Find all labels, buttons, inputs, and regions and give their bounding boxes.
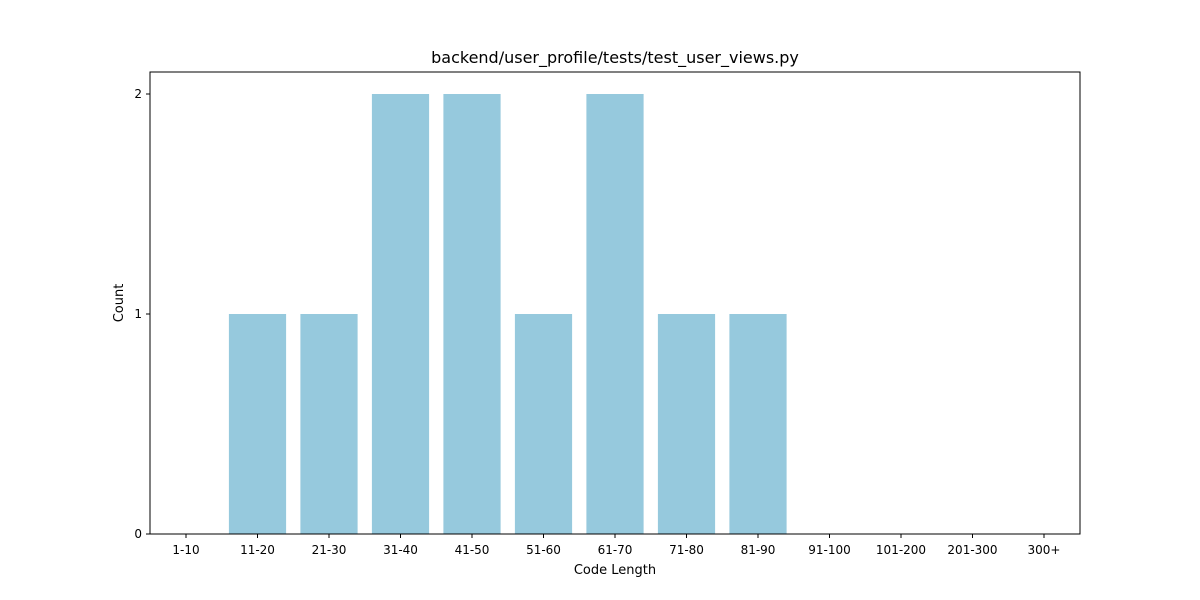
bar-81-90 — [729, 314, 787, 534]
y-axis-label: Count — [112, 284, 127, 323]
bar-11-20 — [228, 314, 287, 534]
x-tick-label: 51-60 — [526, 543, 561, 557]
x-tick-label: 300+ — [1028, 543, 1061, 557]
x-tick-label: 21-30 — [312, 543, 347, 557]
x-tick-label: 41-50 — [455, 543, 490, 557]
bar-51-60 — [514, 314, 573, 534]
y-tick-label: 1 — [134, 307, 142, 321]
bar-71-80 — [657, 314, 716, 534]
y-tick-label: 2 — [134, 87, 142, 101]
bar-41-50 — [443, 94, 501, 534]
bars-group — [228, 94, 787, 534]
x-tick-label: 81-90 — [741, 543, 776, 557]
x-axis-label: Code Length — [574, 563, 656, 578]
plot-frame — [149, 71, 1081, 535]
bar-31-40 — [371, 94, 430, 534]
x-tick-label: 71-80 — [669, 543, 704, 557]
x-tick-label: 101-200 — [876, 543, 926, 557]
x-tick-label: 91-100 — [808, 543, 851, 557]
x-axis-ticks: 1-10 11-20 21-30 31-40 41-50 51-60 61-70 71-80 8… — [172, 534, 1060, 557]
bar-21-30 — [300, 314, 358, 534]
x-tick-label: 61-70 — [598, 543, 633, 557]
x-tick-label: 31-40 — [383, 543, 418, 557]
bar-61-70 — [586, 94, 644, 534]
y-axis-ticks: 0 1 2 — [134, 87, 150, 541]
x-tick-label: 201-300 — [947, 543, 997, 557]
x-tick-label: 1-10 — [172, 543, 199, 557]
chart-title: backend/user_profile/tests/test_user_vie… — [431, 48, 799, 68]
x-tick-label: 11-20 — [240, 543, 275, 557]
y-tick-label: 0 — [134, 527, 142, 541]
